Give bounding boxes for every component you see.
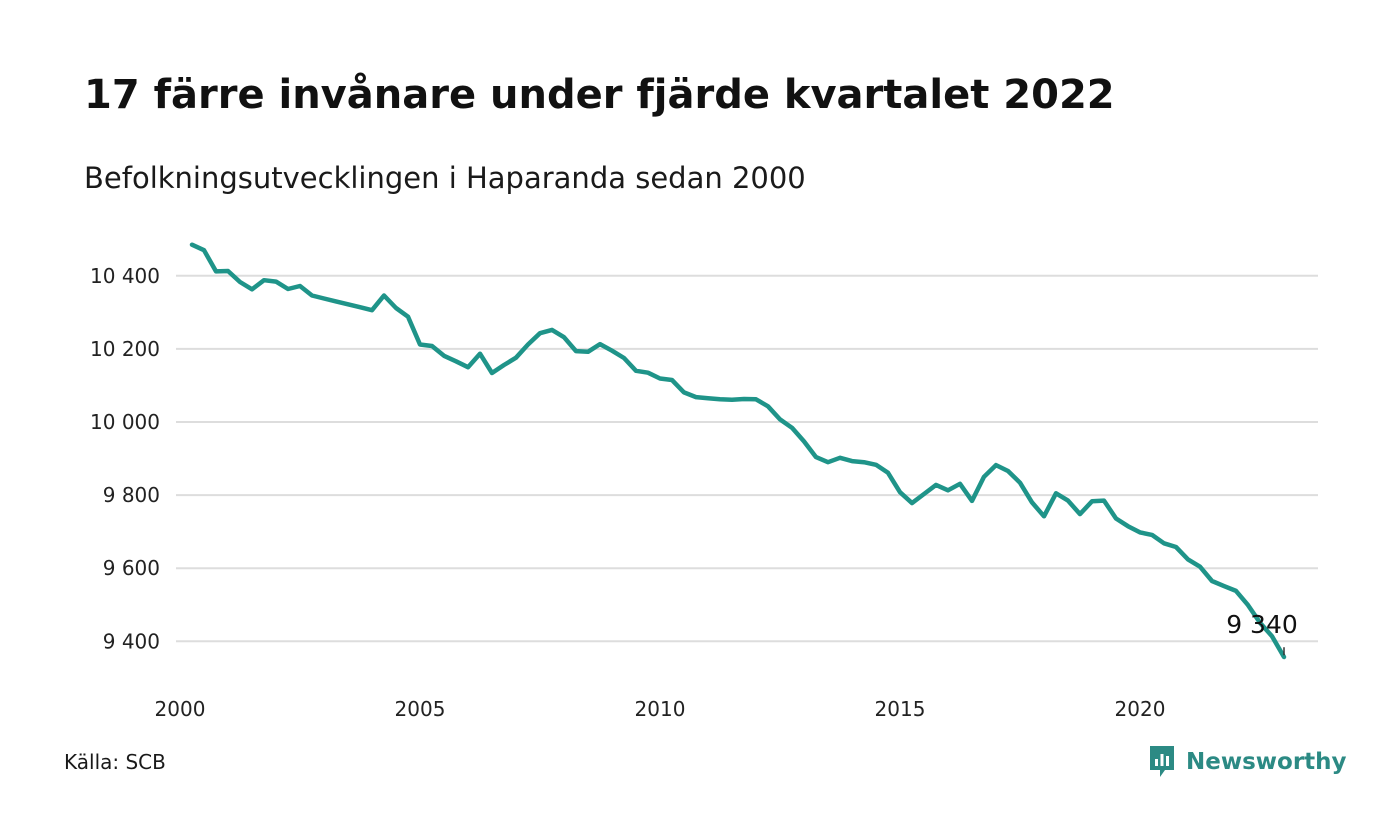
newsworthy-logo-icon [1150,746,1174,777]
x-tick-label: 2000 [155,697,206,721]
chart-subtitle: Befolkningsutvecklingen i Haparanda seda… [84,161,806,195]
x-tick-label: 2010 [635,697,686,721]
x-axis-ticks: 2000 2005 2010 2015 2020 [155,697,1166,721]
gridlines [176,274,1318,643]
y-tick-label: 10 000 [90,410,160,434]
x-tick-label: 2015 [875,697,926,721]
end-value-label: 9 340 [1226,610,1298,639]
series-line [189,242,1287,660]
annotations: 9 340 [1226,610,1298,656]
series-group [189,242,1287,660]
x-tick-label: 2020 [1115,697,1166,721]
y-tick-label: 9 600 [103,556,160,580]
source-note: Källa: SCB [64,750,166,774]
y-tick-label: 10 200 [90,337,160,361]
chart-title: 17 färre invånare under fjärde kvartalet… [84,72,1115,118]
brand-logo[interactable]: Newsworthy [1148,744,1347,780]
y-axis-ticks: 9 400 9 600 9 800 10 000 10 200 10 400 [90,264,160,654]
y-tick-label: 9 800 [103,483,160,507]
y-tick-label: 9 400 [103,629,160,653]
brand-name: Newsworthy [1186,749,1347,775]
y-tick-label: 10 400 [90,264,160,288]
x-tick-label: 2005 [395,697,446,721]
